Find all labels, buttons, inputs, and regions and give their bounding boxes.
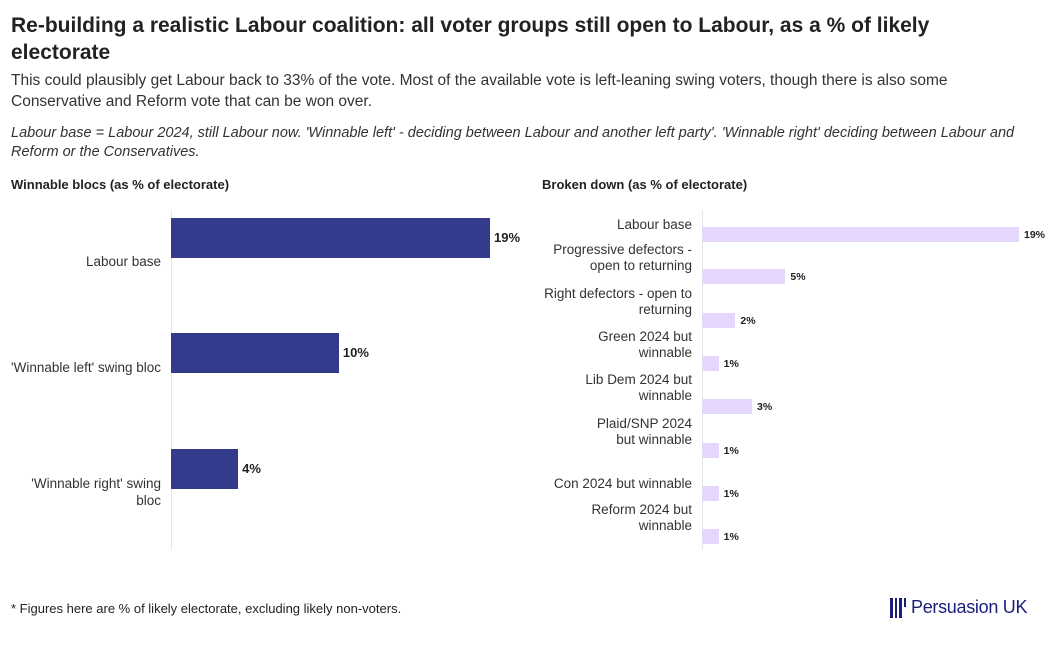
logo-mark-icon — [890, 597, 906, 618]
left-category-label: 'Winnable left' swing bloc — [11, 360, 161, 375]
right-category-label: Right defectors - open to returning — [544, 286, 692, 317]
chart-subtitle: This could plausibly get Labour back to … — [11, 72, 948, 110]
right-category-label: Green 2024 but winnable — [598, 329, 692, 360]
right-bar — [702, 399, 753, 414]
chart-note: Labour base = Labour 2024, still Labour … — [11, 125, 1015, 160]
left-category-label: Labour base — [85, 254, 161, 269]
right-category-label: Plaid/SNP 2024 but winnable — [596, 416, 692, 447]
logo-text: Persuasion UK — [911, 597, 1028, 617]
right-bar — [702, 443, 719, 458]
left-value-label: 19% — [494, 230, 521, 245]
right-bar — [702, 227, 1019, 242]
right-value-label: 5% — [790, 271, 806, 283]
right-bar — [702, 529, 719, 544]
left-chart-title: Winnable blocs (as % of electorate) — [11, 177, 230, 192]
left-bar — [171, 333, 339, 373]
chart-title: Re-building a realistic Labour coalition… — [11, 14, 930, 64]
right-value-label: 3% — [757, 401, 773, 413]
right-value-label: 1% — [723, 358, 739, 370]
right-category-label: Progressive defectors - open to returnin… — [553, 242, 692, 273]
right-category-label: Con 2024 but winnable — [553, 476, 692, 491]
persuasion-uk-logo: Persuasion UK — [890, 597, 1027, 618]
right-category-label: Lib Dem 2024 but winnable — [585, 372, 692, 403]
left-value-label: 10% — [342, 345, 369, 360]
right-bar — [702, 356, 719, 371]
right-bar — [702, 486, 719, 501]
right-value-label: 1% — [723, 488, 739, 500]
right-category-label: Labour base — [616, 217, 692, 232]
right-value-label: 1% — [723, 445, 739, 457]
left-bar — [171, 218, 490, 258]
left-bar — [171, 449, 239, 489]
left-value-label: 4% — [242, 461, 261, 476]
right-value-label: 1% — [723, 531, 739, 543]
right-axis-line — [702, 210, 703, 550]
right-category-label: Reform 2024 but winnable — [591, 502, 692, 533]
left-axis-line — [171, 210, 172, 550]
right-value-label: 2% — [740, 315, 756, 327]
footnote: * Figures here are % of likely electorat… — [11, 601, 402, 616]
right-bar — [702, 269, 786, 284]
right-value-label: 19% — [1024, 229, 1046, 241]
right-bar — [702, 313, 736, 328]
right-chart-title: Broken down (as % of electorate) — [542, 177, 748, 192]
left-category-label: 'Winnable right' swing bloc — [31, 476, 161, 508]
